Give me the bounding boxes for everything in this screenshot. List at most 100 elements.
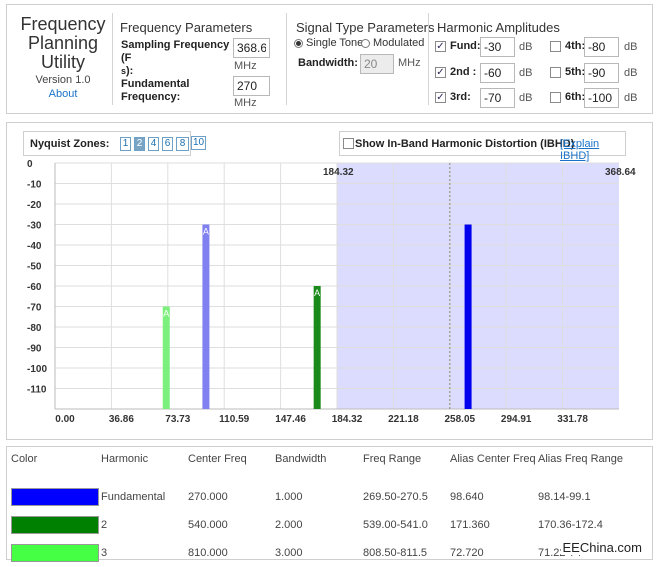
color-swatch — [11, 488, 99, 506]
x-tick-label: 184.32 — [332, 414, 363, 425]
y-tick-label: 0 — [27, 159, 33, 170]
fifth-harmonic-label: 5th: — [565, 66, 586, 78]
harmonic-amplitudes-title: Harmonic Amplitudes — [437, 20, 560, 35]
harmonic-cell: 3 — [101, 547, 108, 559]
fund-checkbox[interactable]: ✓ — [435, 41, 446, 52]
y-tick-label: -20 — [27, 200, 42, 211]
fourth-harmonic-unit: dB — [624, 41, 638, 53]
x-tick-label: 0.00 — [55, 414, 75, 425]
spectrum-chart: 0 -10 -20 -30 -40 -50 -60 -70 -80 -90 -100 -110 0.00… — [27, 159, 636, 425]
app-title-line: Planning — [27, 33, 99, 53]
fourth-harmonic-input[interactable] — [584, 37, 619, 57]
spectrum-chart-panel: 0 -10 -20 -30 -40 -50 -60 -70 -80 -90 -100 -110 0.00… — [6, 122, 653, 440]
modulated-radio[interactable] — [361, 39, 370, 48]
spectrum-bar — [464, 224, 472, 409]
ibhd-toggle-box: Show In-Band Harmonic Distortion (IBHD) … — [339, 131, 626, 162]
third-harmonic-input[interactable] — [480, 88, 515, 108]
y-tick-label: -50 — [27, 262, 42, 273]
fifth-harmonic-checkbox[interactable] — [550, 67, 561, 78]
fundamental-frequency-input[interactable] — [233, 76, 270, 96]
nyquist-zone-2-button[interactable]: 2 — [134, 137, 145, 151]
fundamental-unit: MHz — [234, 97, 257, 109]
col-bandwidth: Bandwidth — [275, 453, 327, 465]
fund-unit: dB — [519, 41, 533, 53]
app-title-line: Frequency — [20, 14, 106, 34]
freq-range-cell: 808.50-811.5 — [363, 547, 428, 559]
app-title-line: Utility — [41, 52, 85, 72]
bandwidth-cell: 1.000 — [275, 491, 303, 503]
second-harmonic-checkbox[interactable]: ✓ — [435, 67, 446, 78]
table-row: Fundamental 270.000 1.000 269.50-270.5 9… — [11, 483, 638, 511]
sixth-harmonic-checkbox[interactable] — [550, 92, 561, 103]
x-tick-label: 331.78 — [557, 414, 588, 425]
sixth-harmonic-unit: dB — [624, 92, 638, 104]
col-center-freq: Center Freq — [188, 453, 247, 465]
divider — [112, 13, 113, 105]
harmonic-cell: Fundamental — [101, 491, 166, 503]
nyquist-zone-4-button[interactable]: 4 — [148, 137, 159, 151]
color-swatch — [11, 544, 99, 562]
freq-range-cell: 269.50-270.5 — [363, 491, 428, 503]
center-freq-cell: 540.000 — [188, 519, 228, 531]
y-tick-label: -40 — [27, 241, 42, 252]
ibhd-checkbox[interactable] — [343, 138, 354, 149]
alias-marker: A — [163, 309, 169, 319]
second-harmonic-unit: dB — [519, 67, 533, 79]
sampling-unit: MHz — [234, 60, 257, 72]
nyquist-zone-10-button[interactable]: 10 — [191, 136, 206, 150]
about-link[interactable]: About — [48, 88, 78, 100]
alias-range-cell: 98.14-99.1 — [538, 491, 591, 503]
y-tick-label: -10 — [27, 180, 42, 191]
fourth-harmonic-checkbox[interactable] — [550, 41, 561, 52]
x-tick-label: 110.59 — [219, 414, 249, 425]
explain-ibhd-link[interactable]: [Explain IBHD] — [560, 138, 600, 162]
color-swatch — [11, 516, 99, 534]
col-alias-freq-range: Alias Freq Range — [538, 453, 623, 465]
third-harmonic-checkbox[interactable]: ✓ — [435, 92, 446, 103]
sampling-label-text: Sampling Frequency (F — [121, 39, 230, 64]
signal-type-title: Signal Type Parameters — [296, 20, 435, 35]
parameters-panel: Frequency Planning Utility Version 1.0 A… — [6, 4, 653, 114]
alias-marker: A — [314, 288, 320, 298]
col-color: Color — [11, 453, 38, 465]
y-tick-label: -70 — [27, 303, 42, 314]
divider — [286, 13, 287, 105]
bandwidth-label: Bandwidth: — [298, 57, 358, 69]
alias-center-cell: 72.720 — [450, 547, 484, 559]
col-alias-center-freq: Alias Center Freq — [450, 453, 536, 465]
x-tick-label: 258.05 — [445, 414, 476, 425]
freq-params-title: Frequency Parameters — [120, 20, 253, 35]
bandwidth-cell: 2.000 — [275, 519, 303, 531]
alias-center-cell: 98.640 — [450, 491, 484, 503]
fund-amplitude-input[interactable] — [480, 37, 515, 57]
y-tick-label: -90 — [27, 344, 42, 355]
fifth-harmonic-input[interactable] — [584, 63, 619, 83]
color-cell — [11, 539, 101, 567]
single-tone-radio[interactable] — [294, 39, 303, 48]
second-harmonic-input[interactable] — [480, 63, 515, 83]
sixth-harmonic-input[interactable] — [584, 88, 619, 108]
band-start-label: 184.32 — [323, 167, 354, 178]
nyquist-zone-6-button[interactable]: 6 — [162, 137, 173, 151]
x-tick-label: 147.46 — [275, 414, 306, 425]
col-freq-range: Freq Range — [363, 453, 422, 465]
y-tick-label: -100 — [27, 364, 47, 375]
nyquist-zone-8-button[interactable]: 8 — [176, 137, 189, 151]
alias-range-cell: 170.36-172.4 — [538, 519, 603, 531]
modulated-label: Modulated — [373, 37, 425, 49]
alias-center-cell: 171.360 — [450, 519, 490, 531]
y-tick-label: -30 — [27, 221, 42, 232]
divider — [428, 13, 429, 105]
nyquist-zone-1-button[interactable]: 1 — [120, 137, 131, 151]
fifth-harmonic-unit: dB — [624, 67, 638, 79]
second-harmonic-label: 2nd : — [450, 66, 477, 78]
bandwidth-input[interactable] — [360, 54, 394, 74]
band-end-label: 368.64 — [605, 167, 636, 178]
sixth-harmonic-label: 6th: — [565, 91, 586, 103]
app-title: Frequency Planning Utility — [15, 15, 111, 72]
fundamental-frequency-label: Fundamental Frequency: — [121, 78, 190, 103]
bandwidth-unit: MHz — [398, 57, 421, 69]
alias-marker: A — [203, 227, 209, 237]
sampling-frequency-input[interactable] — [233, 38, 270, 58]
spectrum-bar — [162, 306, 170, 409]
